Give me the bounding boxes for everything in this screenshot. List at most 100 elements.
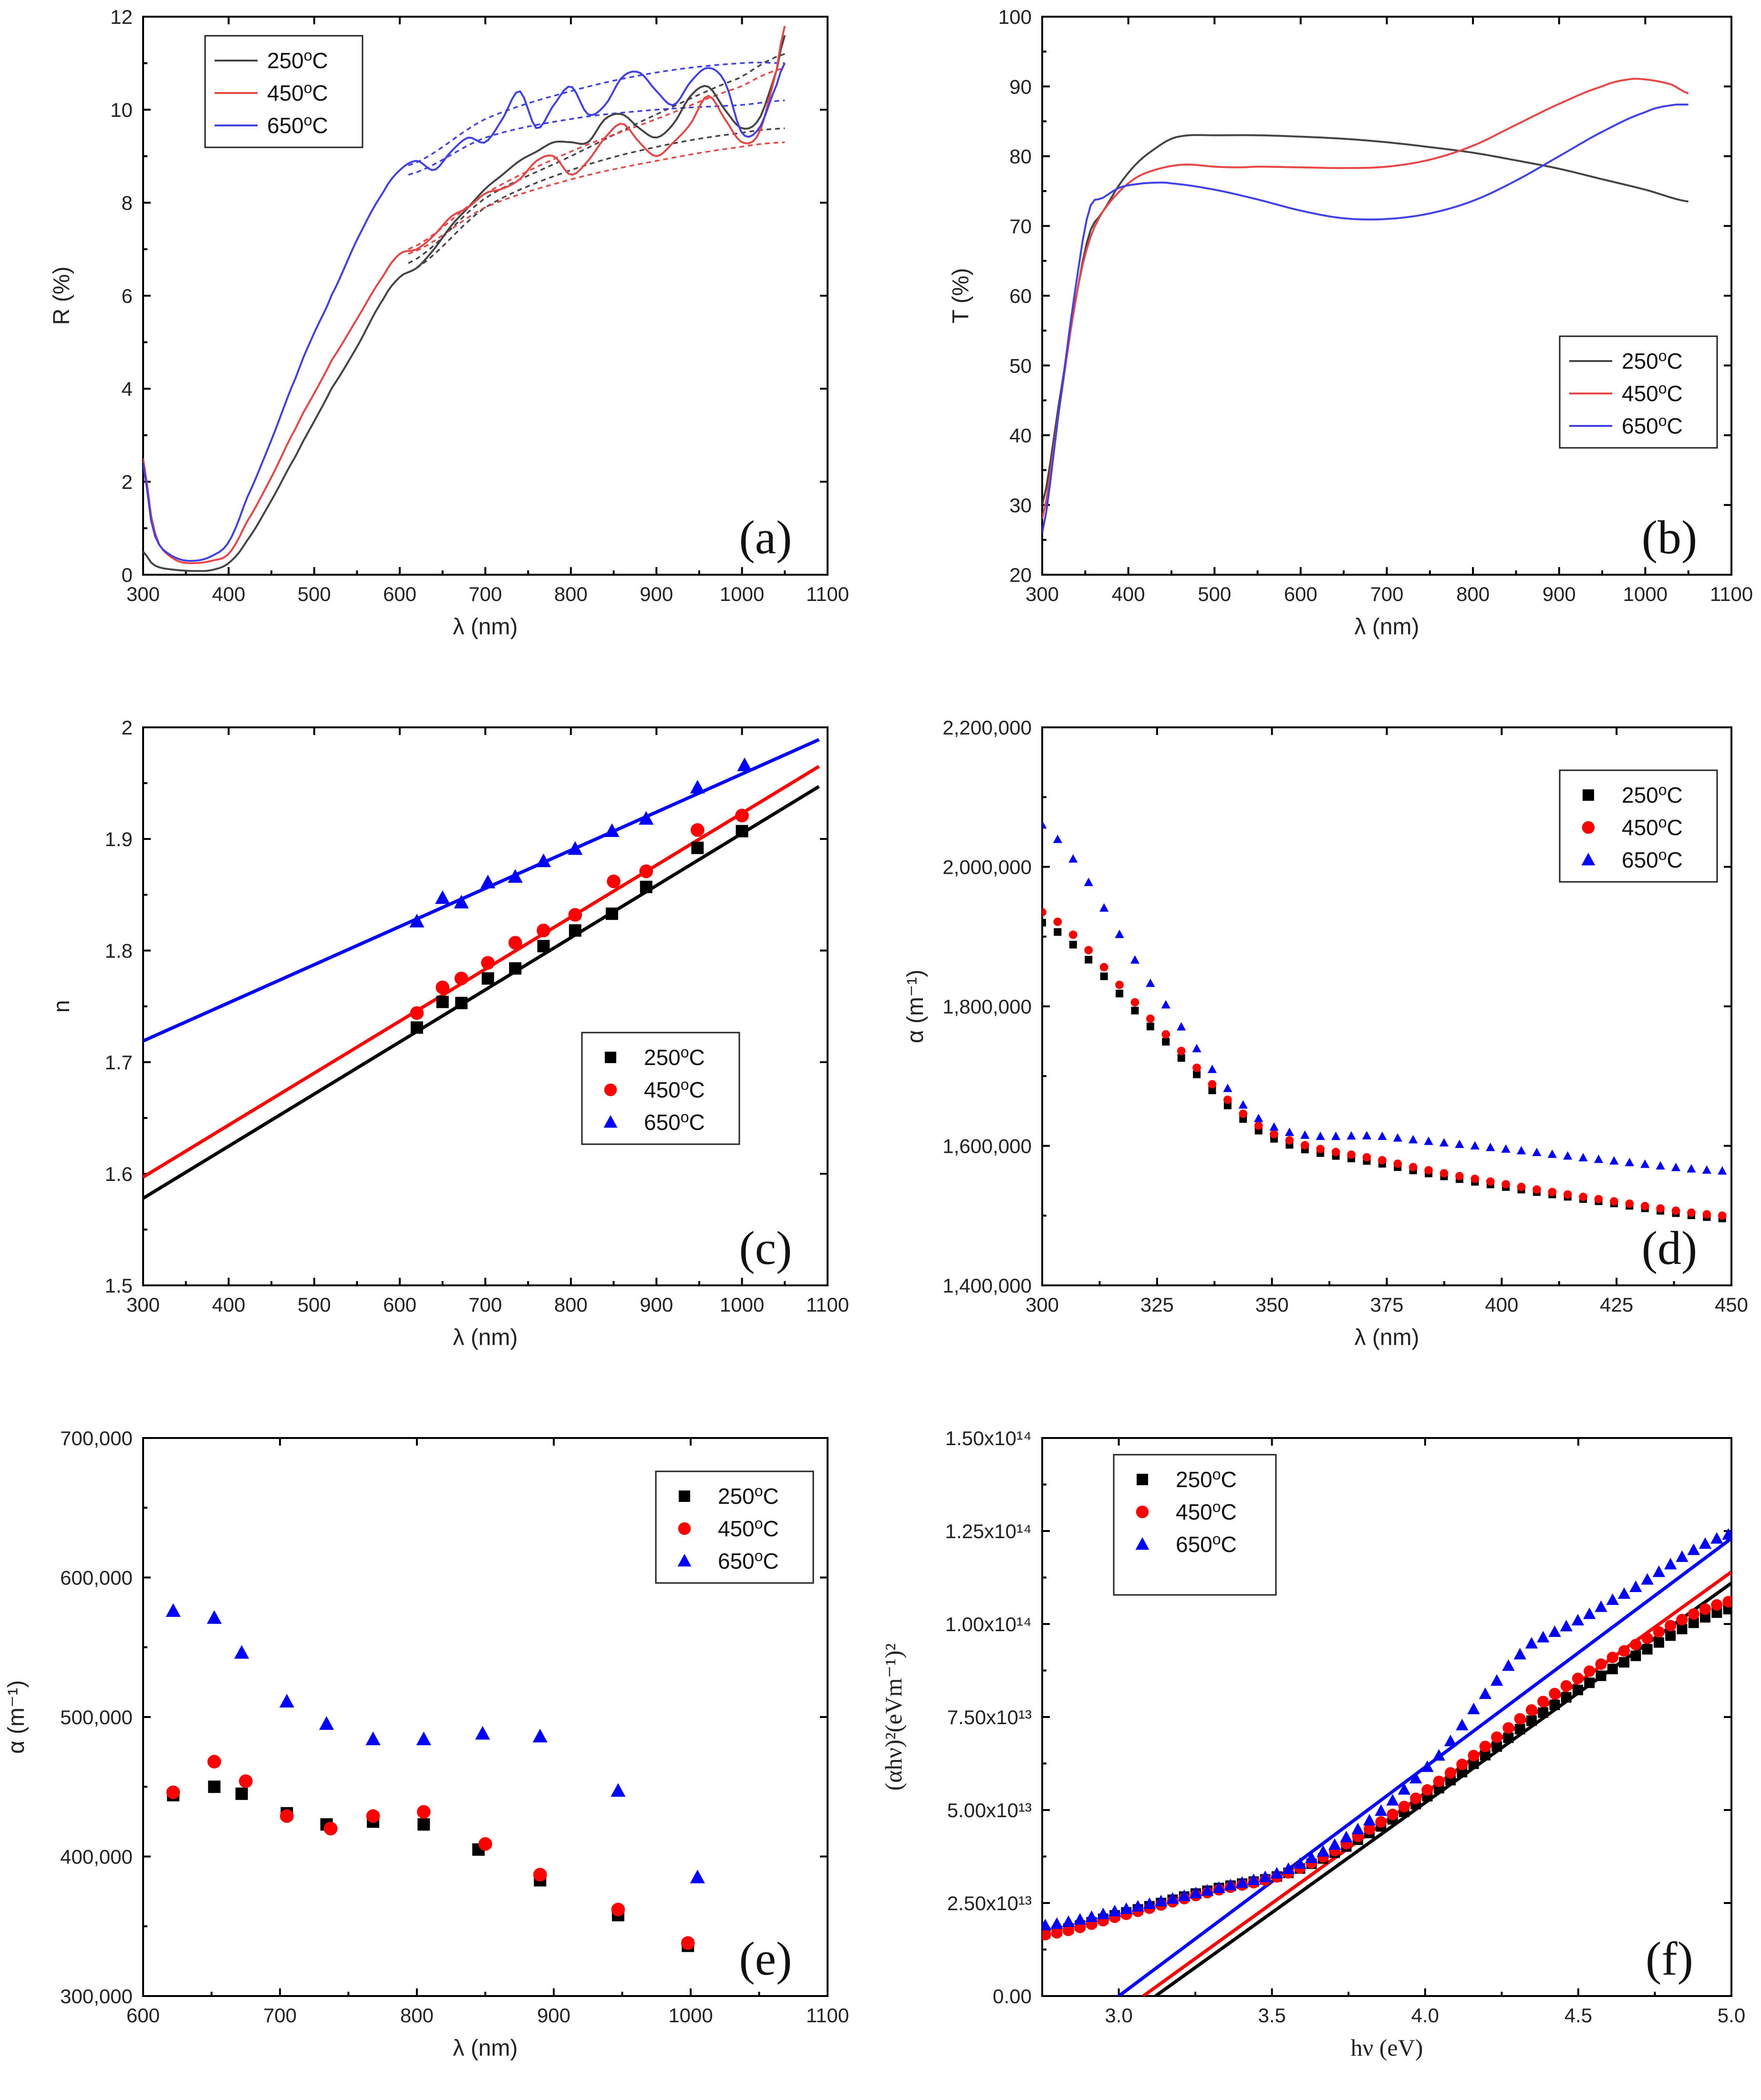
data-point-250 [1619, 1657, 1630, 1668]
chart-panel-e: 600 700 800 900 1000 1100 300,000 400,000 500,00… [4, 1427, 849, 2061]
legend-item-650: 650oC [1581, 846, 1683, 872]
x-tick-label: 300 [1026, 1293, 1059, 1316]
data-point-650 [1571, 1614, 1585, 1626]
data-point-450 [1347, 1150, 1356, 1159]
data-point-650 [1062, 1915, 1075, 1927]
legend-item-650: 650oC [1135, 1531, 1237, 1557]
data-point-650 [1525, 1637, 1538, 1649]
data-point-650 [1560, 1620, 1573, 1632]
data-point-250 [1665, 1630, 1676, 1641]
data-point-650 [1687, 1543, 1700, 1555]
y-tick-label: 1.6 [105, 1163, 133, 1185]
x-tick-label: 1000 [1623, 583, 1668, 605]
y-axis-label: n [49, 1000, 74, 1013]
data-point-650 [1455, 1139, 1464, 1148]
data-point-650 [1516, 1146, 1526, 1155]
data-point-250 [1146, 1023, 1154, 1031]
legend-marker [603, 1115, 618, 1128]
x-axis-label: λ (nm) [453, 1325, 518, 1350]
x-tick-label: 700 [468, 583, 502, 605]
data-point-250 [208, 1780, 221, 1793]
data-point-450 [1192, 1063, 1201, 1072]
data-point-650 [1676, 1550, 1688, 1562]
data-point-650 [737, 757, 752, 771]
data-point-450 [1471, 1174, 1480, 1183]
legend-label: 250oC [1622, 781, 1683, 807]
legend-item-450: 450oC [604, 1076, 705, 1102]
data-point-450 [1099, 963, 1108, 972]
x-tick-label: 500 [1198, 583, 1231, 605]
plot-area [166, 1603, 705, 1952]
data-point-450 [1687, 1208, 1696, 1217]
plot-frame [1041, 16, 1732, 576]
legend-item-250: 250oC [679, 1482, 779, 1509]
data-point-250 [1688, 1617, 1699, 1628]
envelope-line [408, 62, 785, 166]
data-point-250 [1069, 941, 1077, 949]
data-point-450 [1665, 1620, 1677, 1632]
x-tick-label: 500 [298, 583, 331, 605]
data-point-450 [537, 923, 550, 938]
data-point-650 [1131, 1900, 1144, 1912]
legend-item-650: 650oC [677, 1547, 779, 1573]
data-point-650 [1625, 1158, 1634, 1167]
legend-label: 650oC [267, 112, 328, 138]
panel-label: (c) [739, 1221, 792, 1274]
chart-panel-f: 3.0 3.5 4.0 4.5 5.0 0.00 2.50x10¹³ 5.00x10¹³ 7.5… [880, 1427, 1745, 2061]
data-point-650 [1687, 1164, 1696, 1173]
data-point-650 [1050, 1917, 1063, 1929]
data-point-450 [1579, 1192, 1587, 1201]
y-tick-label: 40 [1009, 424, 1032, 447]
data-point-650 [1652, 1565, 1666, 1577]
legend-marker [1135, 1537, 1150, 1550]
data-point-450 [1285, 1136, 1294, 1145]
x-axis-label: λ (nm) [453, 2036, 518, 2061]
data-point-450 [1563, 1190, 1572, 1199]
data-point-450 [1618, 1645, 1630, 1657]
data-point-250 [1193, 1070, 1201, 1078]
y-tick-label: 1.5 [105, 1274, 133, 1297]
data-point-650 [1189, 1886, 1202, 1899]
data-point-650 [1284, 1128, 1295, 1136]
data-point-450 [238, 1774, 253, 1788]
data-point-450 [1331, 1148, 1340, 1157]
y-axis-label: α (m⁻¹) [4, 1680, 29, 1754]
data-point-450 [1410, 1792, 1422, 1804]
data-point-250 [1223, 1101, 1232, 1109]
x-tick-label: 325 [1140, 1293, 1174, 1316]
y-tick-label: 60 [1009, 285, 1032, 307]
legend-marker [605, 1052, 616, 1063]
data-point-650 [1120, 1902, 1133, 1914]
data-point-450 [1595, 1658, 1607, 1670]
data-point-650 [1085, 1910, 1098, 1922]
data-point-450 [1375, 1816, 1387, 1828]
legend-label: 250oC [718, 1482, 779, 1509]
data-point-250 [1538, 1707, 1549, 1718]
data-point-450 [1455, 1172, 1464, 1180]
y-tick-label: 2 [122, 471, 133, 493]
y-axis-label: (αhν)²(eVm⁻¹)² [880, 1644, 907, 1791]
data-point-650 [454, 895, 469, 909]
data-point-250 [1492, 1741, 1502, 1752]
y-tick-label: 5.00x10¹³ [947, 1799, 1032, 1821]
y-tick-label: 100 [998, 6, 1032, 28]
data-point-450 [1378, 1156, 1387, 1165]
envelope-line [408, 99, 785, 176]
data-point-650 [1710, 1532, 1723, 1544]
data-point-450 [1456, 1759, 1468, 1770]
x-tick-label: 1000 [720, 1293, 764, 1316]
data-point-450 [1444, 1767, 1457, 1779]
data-point-450 [1177, 1046, 1186, 1055]
data-point-650 [1097, 1907, 1109, 1919]
x-axis-label: λ (nm) [1355, 614, 1419, 640]
data-point-250 [436, 995, 449, 1008]
data-point-650 [475, 1726, 490, 1740]
data-point-650 [1053, 834, 1063, 843]
data-point-650 [1099, 903, 1109, 912]
data-point-450 [1393, 1159, 1402, 1168]
fit-line [143, 738, 820, 1043]
y-tick-label: 1.50x10¹⁴ [945, 1427, 1032, 1449]
data-point-650 [166, 1603, 181, 1617]
y-tick-label: 1.00x10¹⁴ [945, 1613, 1032, 1635]
data-point-650 [1347, 1131, 1356, 1140]
